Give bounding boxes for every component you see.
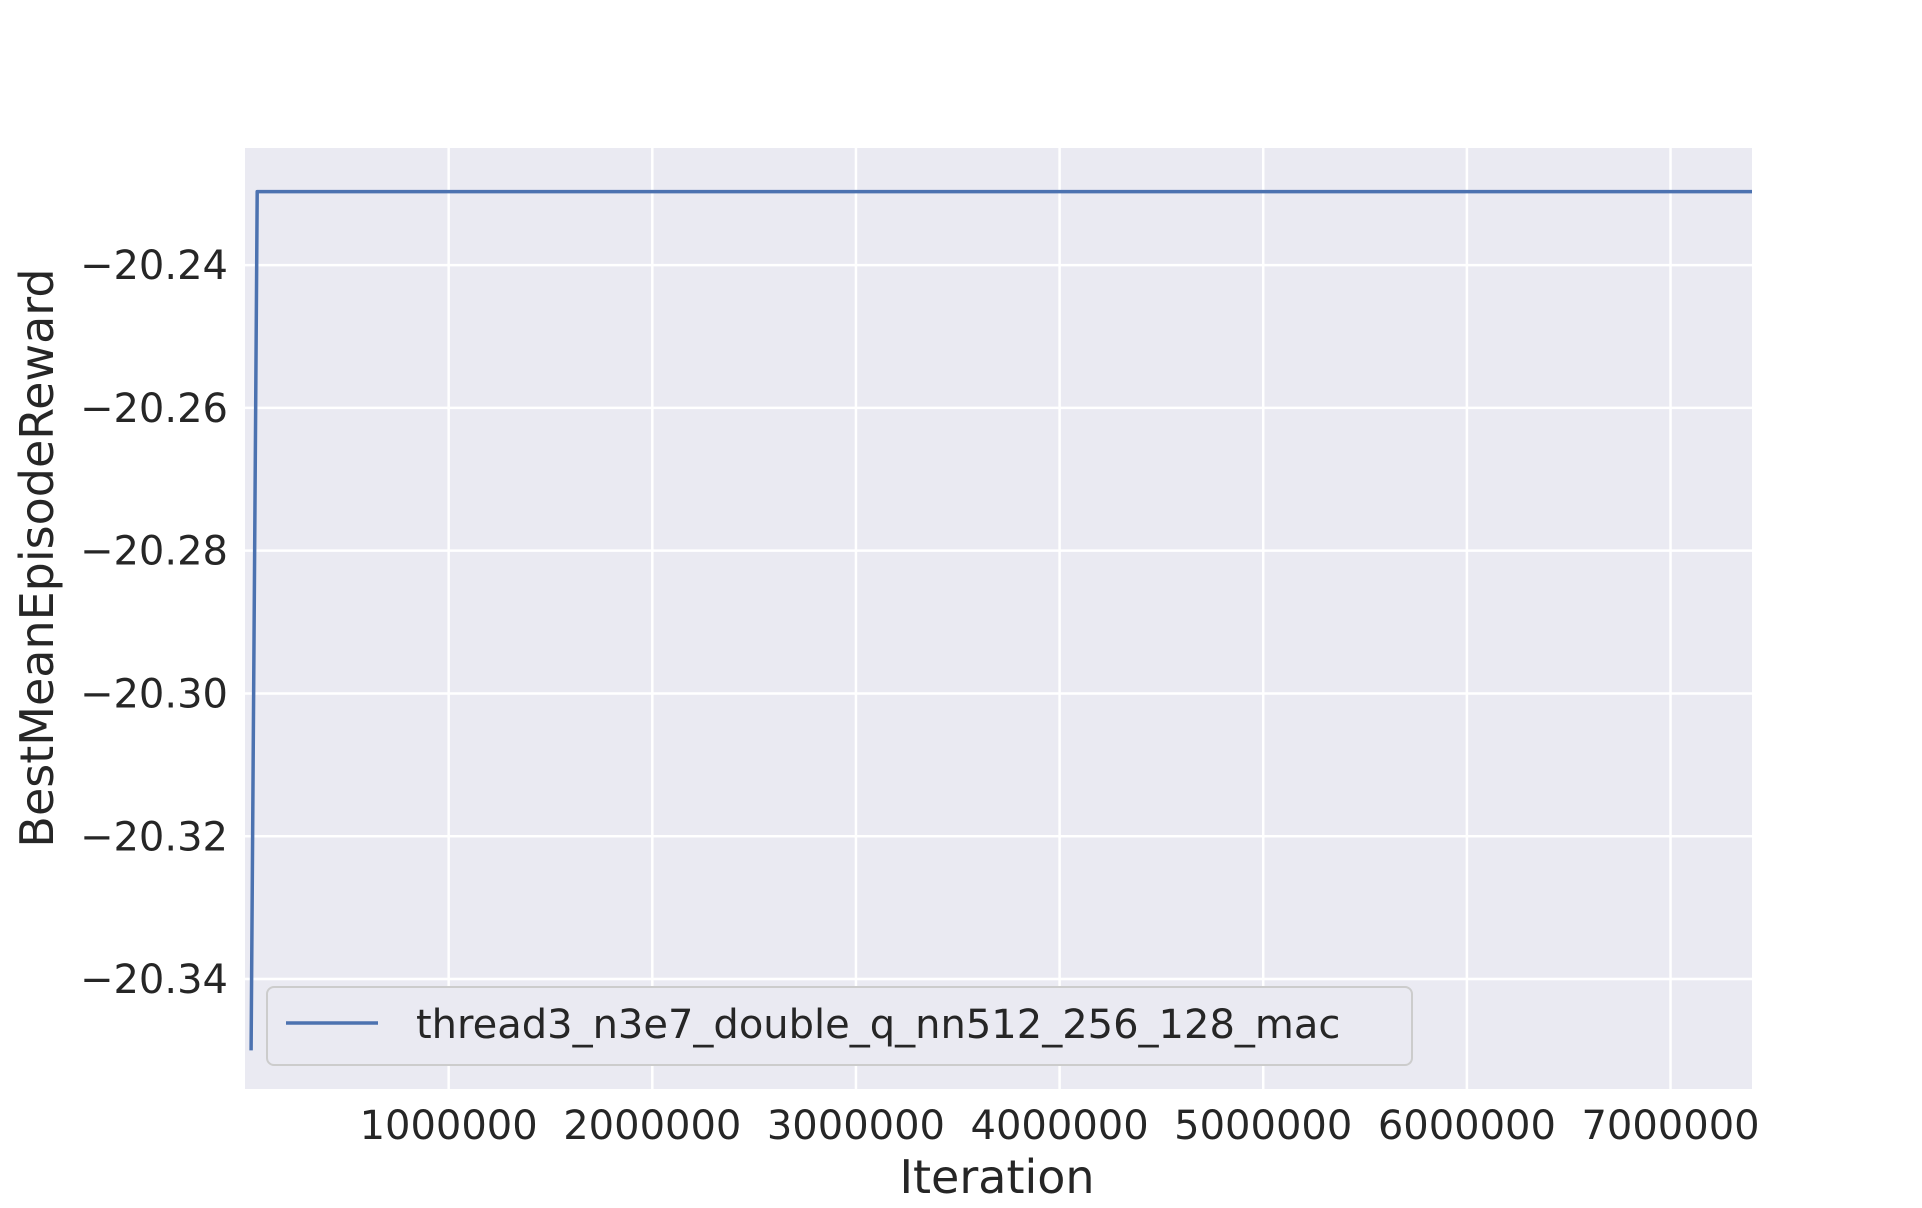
legend: thread3_n3e7_double_q_nn512_256_128_mac [266,986,1413,1066]
y-tick-label: −20.30 [80,671,228,717]
y-tick-label: −20.34 [80,957,228,1003]
series-line [249,189,1752,1051]
y-tick-labels: −20.24 −20.26 −20.28 −20.30 −20.32 −20.34 [80,243,228,1003]
y-tick-label: −20.32 [80,814,228,860]
legend-box [266,986,1413,1066]
legend-label: thread3_n3e7_double_q_nn512_256_128_mac [416,1002,1340,1048]
x-tick-label: 1000000 [360,1103,538,1149]
y-axis-label: BestMeanEpisodeReward [10,268,64,847]
y-tick-label: −20.28 [80,529,228,575]
series-lines [249,189,1752,1051]
x-tick-label: 2000000 [563,1103,741,1149]
y-tick-label: −20.26 [80,386,228,432]
plot-background [245,148,1752,1089]
x-tick-label: 4000000 [971,1103,1149,1149]
x-axis-label: Iteration [899,1150,1094,1204]
x-tick-label: 7000000 [1581,1103,1759,1149]
x-tick-label: 3000000 [767,1103,945,1149]
x-tick-labels: 1000000 2000000 3000000 4000000 5000000 60000… [360,1103,1760,1149]
y-tick-label: −20.24 [80,243,228,289]
x-tick-label: 5000000 [1174,1103,1352,1149]
x-tick-label: 6000000 [1378,1103,1556,1149]
grid-lines [245,148,1752,1089]
